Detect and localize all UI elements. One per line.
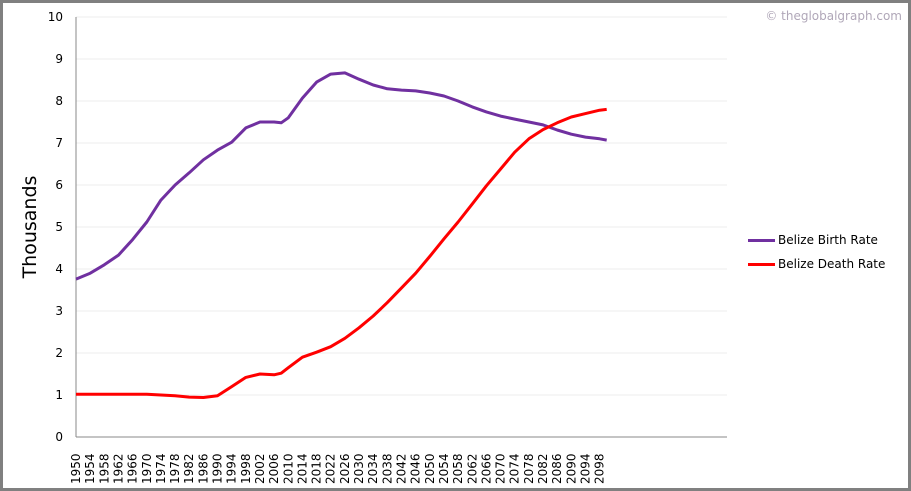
watermark: © theglobalgraph.com [765, 9, 902, 23]
x-tick-label: 2090 [564, 453, 578, 484]
x-tick-label: 1970 [140, 453, 154, 484]
y-tick-label: 10 [48, 10, 63, 24]
y-tick-label: 1 [55, 388, 63, 402]
y-tick-label: 0 [55, 430, 63, 444]
x-tick-label: 2010 [281, 453, 295, 484]
legend: Belize Birth Rate Belize Death Rate [748, 228, 885, 276]
y-axis-label: Thousands [19, 176, 41, 280]
x-tick-label: 2078 [522, 453, 536, 484]
x-tick-label: 1966 [126, 453, 140, 484]
x-tick-label: 2066 [479, 453, 493, 484]
x-tick-label: 2002 [253, 453, 267, 484]
y-tick-label: 3 [55, 304, 63, 318]
x-tick-label: 1954 [83, 453, 97, 484]
legend-item-death-rate: Belize Death Rate [748, 252, 885, 276]
x-tick-label: 2014 [295, 453, 309, 484]
y-tick-label: 4 [55, 262, 63, 276]
y-tick-label: 2 [55, 346, 63, 360]
series-line-birth-rate [75, 71, 607, 281]
x-tick-label: 2038 [380, 453, 394, 484]
x-tick-label: 2034 [366, 453, 380, 484]
x-tick-label: 1974 [154, 453, 168, 484]
line-chart: 0 1 2 3 4 5 6 7 8 9 10 1950 1954 1958 1962 1966 1970 1974… [19, 10, 727, 484]
legend-label-birth-rate: Belize Birth Rate [778, 233, 878, 247]
y-tick-label: 8 [55, 94, 63, 108]
x-tick-label: 2030 [352, 453, 366, 484]
x-tick-label: 2082 [536, 453, 550, 484]
x-tick-label: 2026 [338, 453, 352, 484]
y-tick-label: 9 [55, 52, 63, 66]
x-tick-label: 1962 [111, 453, 125, 484]
x-tick-label: 2006 [267, 453, 281, 484]
y-tick-label: 5 [55, 220, 63, 234]
x-tick-label: 1958 [97, 453, 111, 484]
x-tick-label: 1978 [168, 453, 182, 484]
x-tick-label: 2022 [324, 453, 338, 484]
x-tick-label: 2018 [310, 453, 324, 484]
x-tick-label: 2046 [409, 453, 423, 484]
series-line-death-rate [76, 107, 607, 399]
x-tick-label: 2094 [578, 453, 592, 484]
x-tick-label: 2098 [593, 453, 607, 484]
x-tick-label: 2050 [423, 453, 437, 484]
x-tick-label: 2042 [395, 453, 409, 484]
y-tick-label: 6 [55, 178, 63, 192]
x-tick-label: 1982 [182, 453, 196, 484]
legend-item-birth-rate: Belize Birth Rate [748, 228, 885, 252]
x-tick-label: 1994 [225, 453, 239, 484]
x-tick-label: 2070 [494, 453, 508, 484]
x-tick-label: 2062 [465, 453, 479, 484]
x-tick-label: 2058 [451, 453, 465, 484]
y-tick-label: 7 [55, 136, 63, 150]
x-tick-label: 1986 [196, 453, 210, 484]
legend-swatch-death-rate [748, 262, 775, 266]
legend-swatch-birth-rate [748, 238, 775, 242]
x-tick-label: 2074 [508, 453, 522, 484]
x-tick-label: 1950 [69, 453, 83, 484]
x-tick-label: 1998 [239, 453, 253, 484]
legend-label-death-rate: Belize Death Rate [778, 257, 886, 271]
x-tick-label: 2054 [437, 453, 451, 484]
x-tick-label: 2086 [550, 453, 564, 484]
x-tick-label: 1990 [211, 453, 225, 484]
